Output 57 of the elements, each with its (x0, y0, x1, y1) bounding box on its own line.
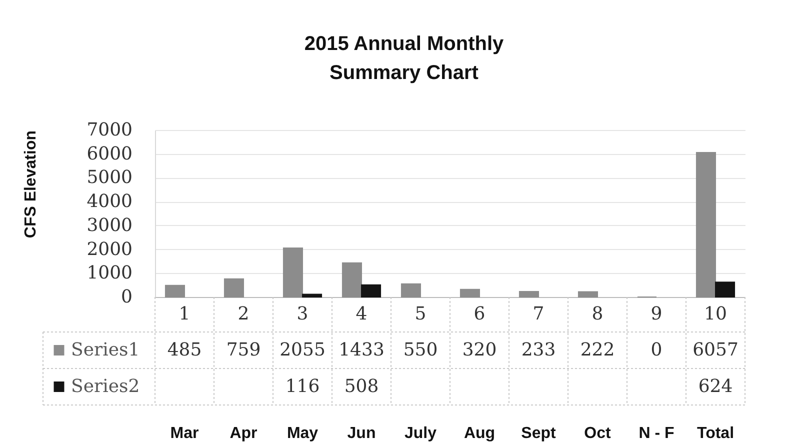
data-label: 320 (462, 339, 497, 360)
text: Apr (230, 425, 258, 442)
data-label: 759 (226, 339, 261, 360)
x-tick-label: 3 (296, 304, 308, 324)
y-tick-label: 2000 (86, 238, 132, 260)
data-label: 485 (167, 339, 202, 360)
text: Sept (521, 425, 557, 442)
data-label: 624 (698, 376, 733, 397)
bar (361, 284, 382, 298)
bar (518, 290, 539, 298)
data-label: 550 (403, 339, 438, 360)
text: Jun (347, 425, 376, 442)
data-label: 508 (344, 376, 379, 397)
y-tick-label: 0 (121, 286, 132, 308)
text: Aug (464, 425, 496, 442)
y-tick-label: 7000 (86, 120, 132, 140)
chart-title: 2015 Annual Monthly Summary Chart (304, 33, 505, 84)
text: N - F (638, 425, 674, 442)
legend-label: Series1 (71, 339, 140, 360)
data-label: 1433 (338, 339, 384, 360)
text: Oct (584, 425, 612, 442)
bar (164, 284, 185, 298)
x-tick-label: 4 (356, 304, 368, 324)
bar (696, 152, 716, 298)
y-tick-label: 6000 (86, 143, 132, 164)
text: July (404, 425, 437, 442)
text: May (286, 425, 318, 442)
x-tick-label: 8 (592, 304, 604, 324)
y-tick-label: 1000 (86, 262, 132, 284)
x-tick-label: 1 (178, 304, 190, 324)
bar (400, 283, 421, 298)
x-tick-label: 10 (704, 304, 727, 324)
y-axis-title: CFS Elevation (22, 130, 40, 238)
bar (578, 291, 598, 298)
text: Mar (170, 425, 199, 442)
bar (342, 262, 362, 298)
x-tick-label: 6 (474, 304, 486, 324)
bar (460, 288, 480, 298)
legend-label: Series2 (71, 376, 140, 397)
bar (282, 247, 303, 298)
x-tick-label: 5 (414, 304, 426, 324)
y-tick-label: 5000 (86, 167, 132, 188)
data-label: 2055 (280, 339, 326, 360)
y-tick-label: 4000 (86, 191, 132, 212)
data-label: 116 (285, 376, 320, 397)
data-label: 222 (580, 339, 615, 360)
bar (224, 278, 244, 298)
text: Total (696, 425, 734, 442)
data-label: 0 (650, 339, 662, 360)
bar (302, 294, 322, 298)
bar (715, 282, 736, 298)
data-label: 233 (521, 339, 556, 360)
x-tick-label: 9 (650, 304, 662, 324)
x-tick-label: 7 (532, 304, 544, 324)
data-label: 6057 (692, 339, 738, 360)
y-tick-label: 3000 (86, 214, 132, 236)
x-tick-label: 2 (238, 304, 250, 324)
